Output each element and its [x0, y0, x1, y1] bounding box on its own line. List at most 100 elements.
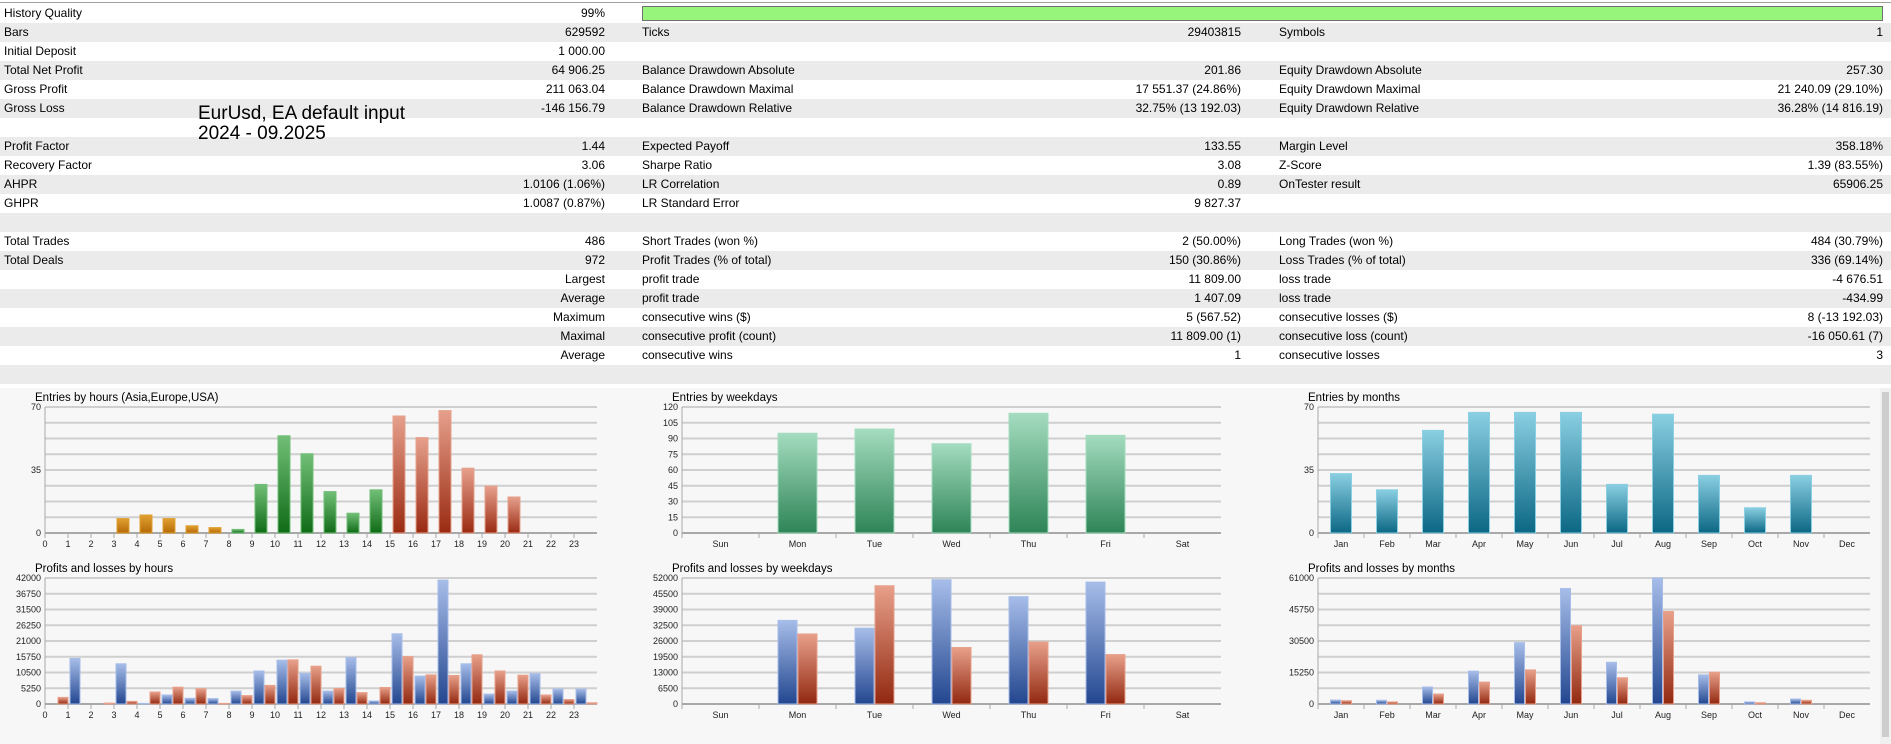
col3-value: 257.30 — [1846, 63, 1883, 77]
col3-label: Equity Drawdown Relative — [1279, 101, 1420, 115]
profit-bar — [414, 675, 426, 705]
col2-label: consecutive profit (count) — [642, 329, 777, 343]
y-tick-label: 75 — [668, 449, 678, 459]
col3-label: Z-Score — [1279, 158, 1322, 172]
profit-bar — [184, 697, 196, 705]
profit-bar — [1008, 596, 1029, 705]
col1-value: Average — [560, 291, 605, 305]
y-tick-label: 45500 — [653, 589, 678, 599]
charts-panel: Entries by hours (Asia,Europe,USA) 70 35 0 0… — [0, 388, 1891, 744]
y-tick-label: 15 — [668, 512, 678, 522]
entries-bar — [323, 491, 337, 534]
entries-bar — [1652, 413, 1674, 534]
scrollbar-thumb[interactable] — [1882, 392, 1889, 737]
profit-bar — [1330, 699, 1341, 705]
top-border — [0, 2, 1891, 3]
col2-label: consecutive wins ($) — [642, 310, 751, 324]
y-tick-label: 70 — [31, 402, 41, 412]
x-tick-label: 12 — [316, 710, 326, 720]
y-tick-label: 5250 — [21, 683, 41, 693]
x-tick-label: 18 — [454, 710, 464, 720]
report-row — [0, 213, 1891, 232]
col1-value: Maximum — [552, 310, 605, 324]
x-tick-label: 0 — [42, 539, 47, 549]
loss-bar — [586, 702, 598, 705]
col2-label: Short Trades (won %) — [642, 234, 759, 248]
x-tick-label: Sun — [712, 539, 728, 549]
col2-value: 9 827.37 — [1194, 196, 1241, 210]
loss-bar — [448, 675, 460, 705]
profit-bar — [1652, 577, 1663, 705]
profit-bar — [69, 657, 81, 705]
loss-bar — [471, 654, 483, 705]
x-tick-label: Apr — [1472, 539, 1486, 549]
report-row: History Quality 99% — [0, 4, 1891, 23]
loss-bar — [103, 702, 115, 705]
col3-value: 21 240.09 (29.10%) — [1777, 82, 1883, 96]
col2-label: Expected Payoff — [642, 139, 730, 153]
x-tick-label: Dec — [1839, 539, 1856, 549]
x-tick-label: Jul — [1611, 710, 1623, 720]
loss-bar — [1479, 681, 1490, 705]
profit-bar — [1085, 581, 1106, 705]
col2-label: profit trade — [642, 291, 700, 305]
y-tick-label: 0 — [673, 528, 678, 538]
profit-bar — [368, 700, 380, 705]
x-tick-label: Oct — [1748, 710, 1763, 720]
y-tick-label: 60 — [668, 465, 678, 475]
entries-bar — [1330, 473, 1352, 534]
entries-bar — [931, 443, 972, 534]
loss-bar — [402, 656, 414, 705]
col2-label: Ticks — [642, 25, 670, 39]
col3-value: -434.99 — [1842, 291, 1883, 305]
x-tick-label: 23 — [569, 539, 579, 549]
y-tick-label: 21000 — [16, 636, 41, 646]
charts-svg: Entries by hours (Asia,Europe,USA)703500… — [16, 392, 1870, 720]
x-tick-label: Mar — [1425, 710, 1441, 720]
x-tick-label: 2 — [88, 539, 93, 549]
y-tick-label: 0 — [673, 699, 678, 709]
col1-value: 486 — [584, 234, 605, 248]
col3-value: 8 (-13 192.03) — [1807, 310, 1883, 324]
y-tick-label: 30 — [668, 497, 678, 507]
entries-bar — [415, 437, 429, 534]
loss-bar — [1571, 625, 1582, 705]
x-tick-label: Mar — [1425, 539, 1441, 549]
entries-bar — [1606, 483, 1628, 534]
x-tick-label: 7 — [203, 710, 208, 720]
col2-value: 2 (50.00%) — [1182, 234, 1241, 248]
chart-title: Profits and losses by months — [1308, 563, 1455, 575]
x-tick-label: 21 — [523, 710, 533, 720]
x-tick-label: Nov — [1793, 710, 1810, 720]
x-tick-label: 0 — [42, 710, 47, 720]
report-row: Profit Factor 1.44 Expected Payoff 133.55 Ma… — [0, 137, 1891, 156]
chart-title: Profits and losses by hours — [35, 563, 173, 575]
col2-value: 1 — [1234, 348, 1241, 362]
loss-bar — [218, 702, 230, 705]
report-row: Total Net Profit 64 906.25 Balance Drawdow… — [0, 61, 1891, 80]
y-tick-label: 61000 — [1289, 573, 1314, 583]
col1-value: 1 000.00 — [558, 44, 605, 58]
loss-bar — [172, 686, 184, 705]
col1-value: 3.06 — [581, 158, 605, 172]
loss-bar — [1617, 677, 1628, 705]
report-row: Gross Profit 211 063.04 Balance Drawdown M… — [0, 80, 1891, 99]
x-tick-label: Nov — [1793, 539, 1810, 549]
entries-bar — [507, 496, 521, 534]
col2-label: Balance Drawdown Maximal — [642, 82, 794, 96]
entries-bar — [116, 518, 130, 534]
x-tick-label: Fri — [1100, 539, 1111, 549]
x-tick-label: 22 — [546, 539, 556, 549]
col2-label: profit trade — [642, 272, 700, 286]
x-tick-label: 19 — [477, 710, 487, 720]
col1-value: -146 156.79 — [540, 101, 605, 115]
x-tick-label: 18 — [454, 539, 464, 549]
x-tick-label: 9 — [249, 710, 254, 720]
loss-bar — [563, 699, 575, 705]
col1-value: 99% — [580, 6, 605, 20]
x-tick-label: 11 — [293, 710, 302, 720]
entries-bar — [346, 512, 360, 534]
y-tick-label: 42000 — [16, 573, 41, 583]
history-quality-bar — [642, 6, 1883, 21]
col1-value: 64 906.25 — [551, 63, 605, 77]
